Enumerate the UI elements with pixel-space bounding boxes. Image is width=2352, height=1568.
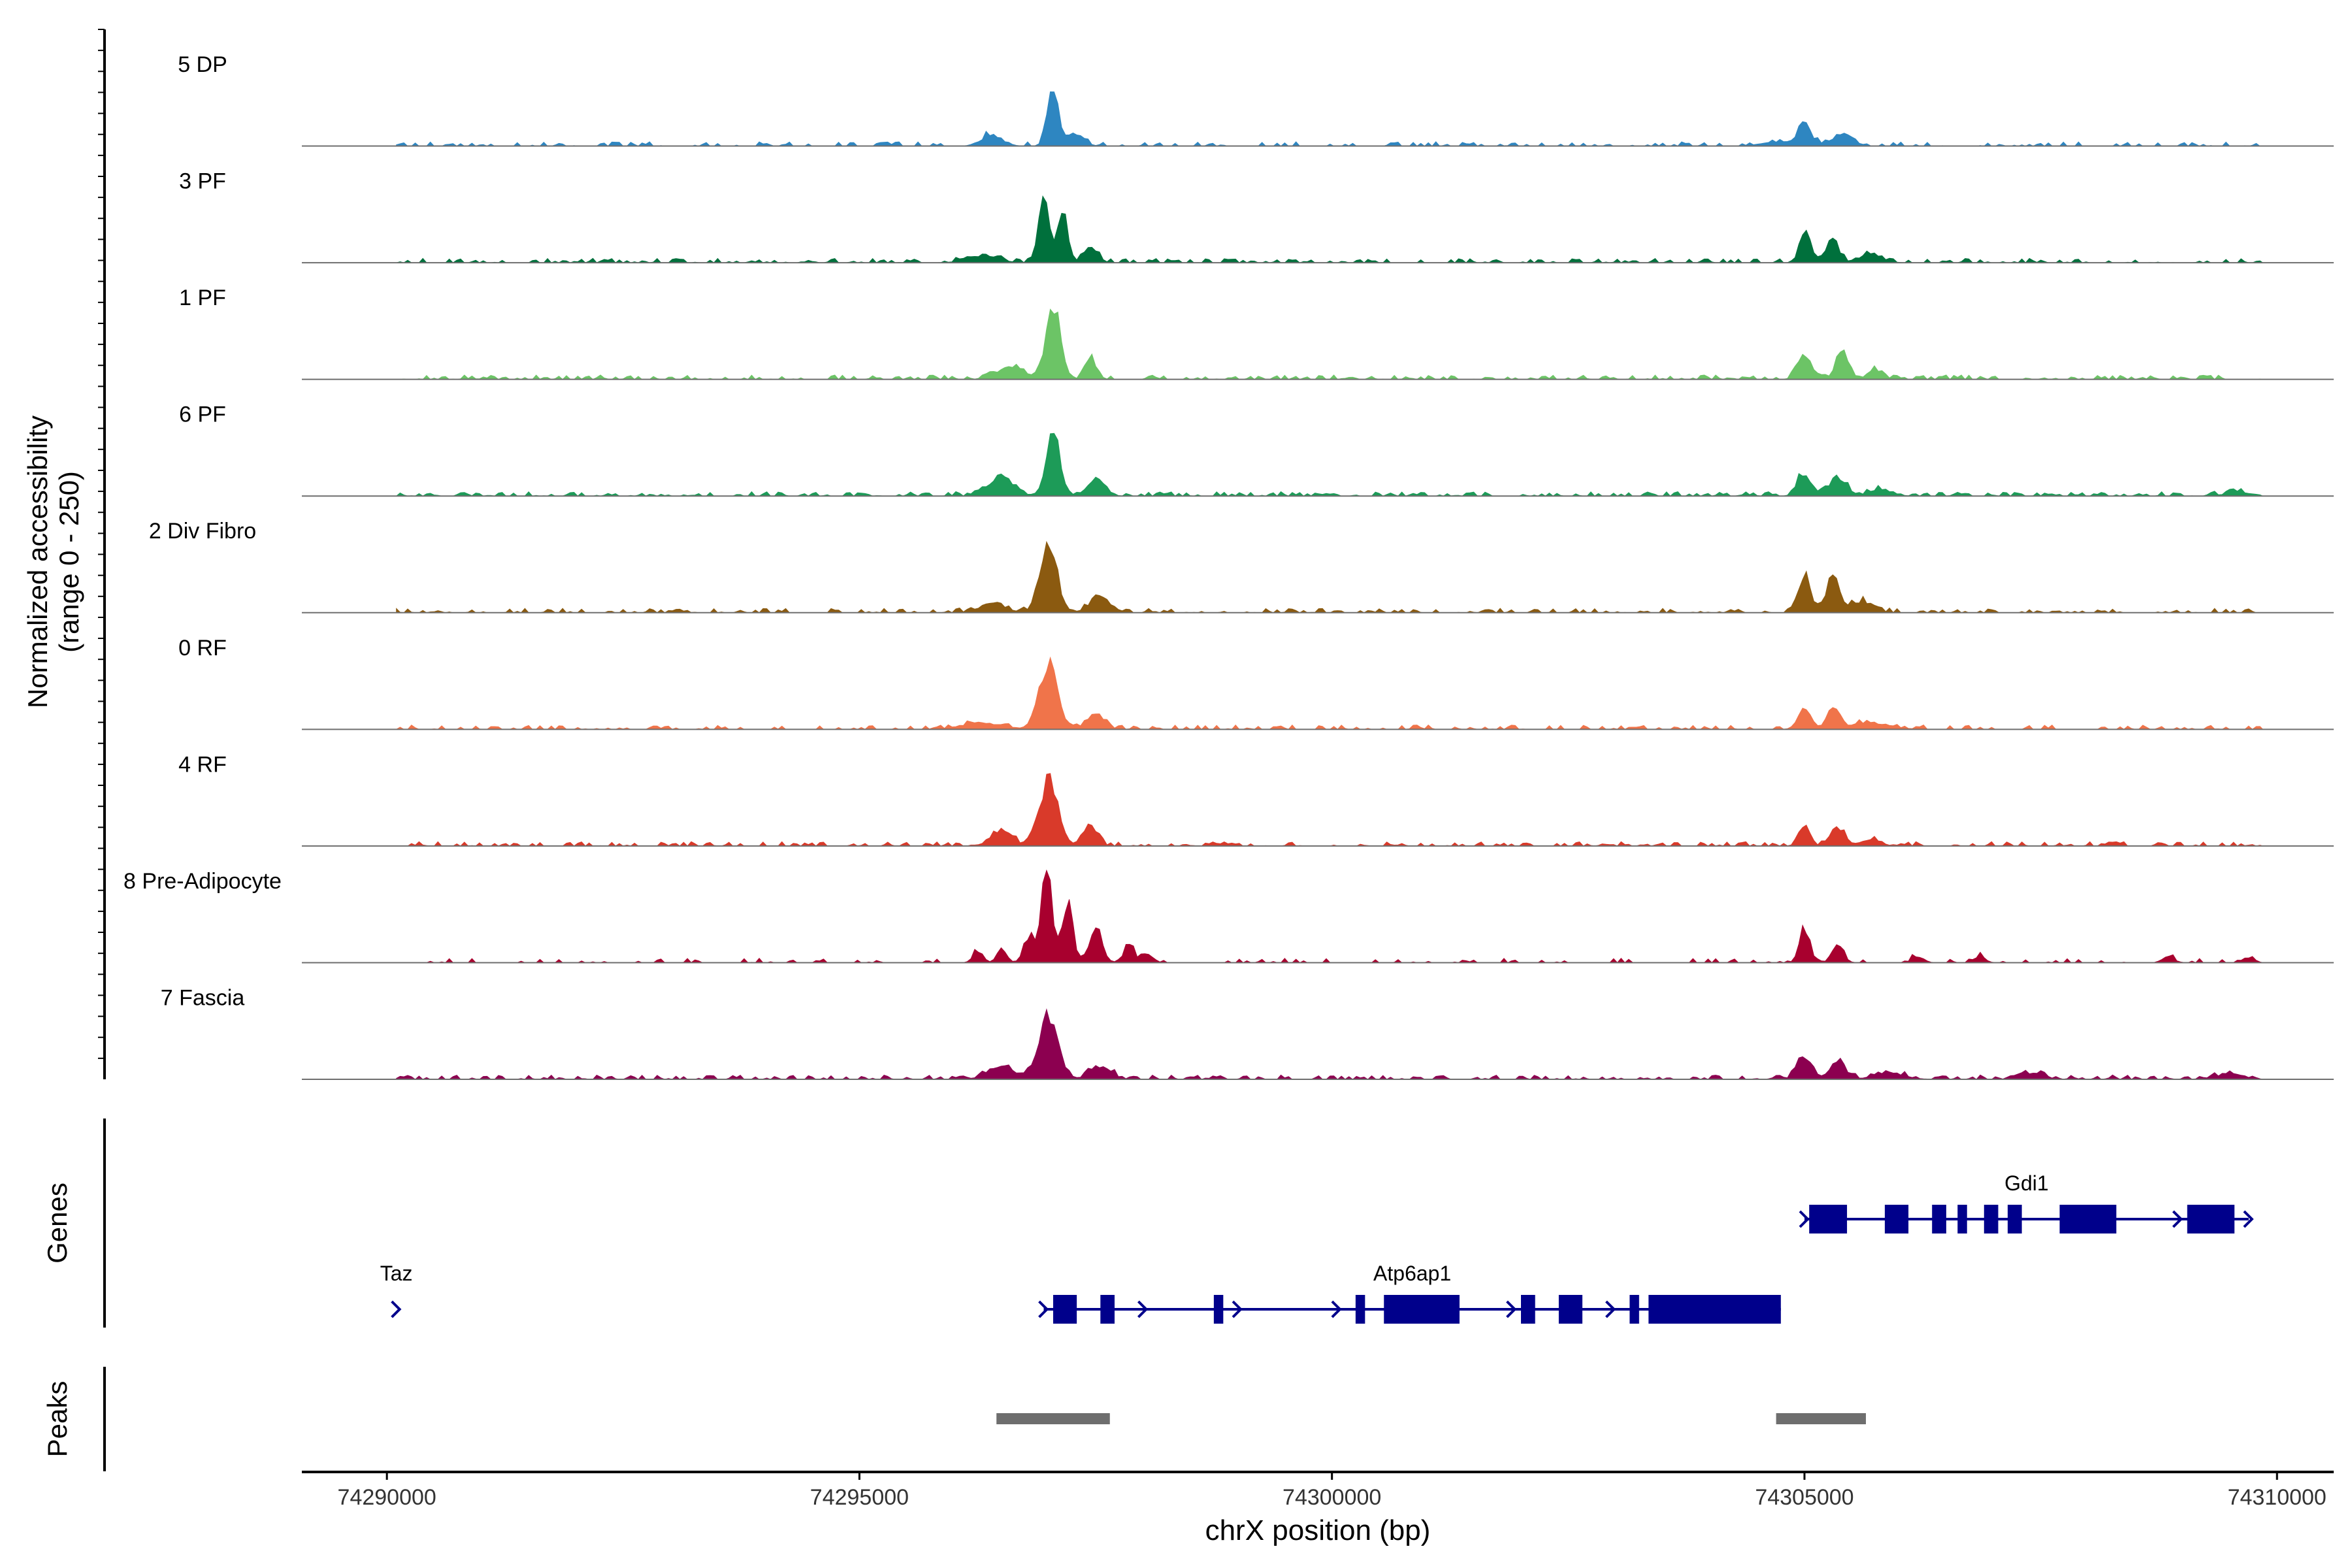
gene-label: Gdi1: [2004, 1171, 2049, 1195]
strand-arrow: [1232, 1300, 1243, 1318]
coverage-track: 6 PF: [179, 402, 2334, 497]
strand-arrow: [391, 1300, 402, 1318]
strand-arrow: [1605, 1300, 1616, 1318]
y-axis-label-line1: Normalized accessibility: [22, 416, 53, 708]
x-axis-ticks: 74290000 74295000 74300000 74305000 74310000: [338, 1472, 2327, 1510]
gene-exon: [1558, 1295, 1583, 1324]
peak-region: [996, 1413, 1110, 1424]
gene-exon: [1521, 1295, 1535, 1324]
coverage-track: 8 Pre-Adipocyte: [123, 869, 2334, 964]
gene-annotation-track: Gdi1 Taz Atp6ap1: [380, 1171, 2254, 1324]
strand-arrow: [1799, 1210, 1810, 1228]
strand-arrow: [1506, 1300, 1517, 1318]
x-axis-label: chrX position (bp): [1205, 1514, 1431, 1546]
coverage-tracks: 5 DP 3 PF 1 PF 6 PF 2 Div Fibro 0 RF 4 RF 8 Pre…: [123, 52, 2334, 1080]
coverage-track: 1 PF: [179, 286, 2334, 380]
strand-arrow: [1137, 1300, 1149, 1318]
gene-exon: [1884, 1205, 1909, 1233]
strand-arrow: [1038, 1300, 1049, 1318]
track-label: 3 PF: [179, 169, 226, 194]
gene-exon: [1213, 1295, 1224, 1324]
coverage-area: [396, 1008, 2263, 1080]
coverage-area: [396, 773, 2263, 847]
coverage-y-title: Normalized accessibility (range 0 - 250): [22, 416, 84, 708]
gene-exon: [2059, 1205, 2117, 1233]
strand-arrow: [2172, 1210, 2183, 1228]
track-label: 0 RF: [178, 636, 227, 661]
coverage-area: [396, 195, 2264, 263]
gene-exon: [1809, 1205, 1848, 1233]
track-label: 6 PF: [179, 402, 226, 427]
x-tick-label: 74310000: [2228, 1485, 2327, 1510]
gene-exon: [2187, 1205, 2235, 1233]
track-label: 8 Pre-Adipocyte: [123, 869, 282, 894]
track-label: 7 Fascia: [161, 985, 245, 1010]
gene-label: Taz: [380, 1262, 413, 1285]
gene-exon: [2007, 1205, 2022, 1233]
genes-panel-label: Genes: [42, 1183, 73, 1264]
strand-arrow: [2243, 1210, 2254, 1228]
gene-model: Gdi1: [1799, 1171, 2254, 1233]
coverage-track: 3 PF: [179, 169, 2334, 264]
coverage-track: 2 Div Fibro: [149, 519, 2334, 613]
coverage-track: 4 RF: [178, 752, 2334, 847]
coverage-track: 7 Fascia: [161, 985, 2334, 1080]
gene-label: Atp6ap1: [1373, 1262, 1451, 1285]
coverage-track: 5 DP: [178, 52, 2334, 147]
x-tick-label: 74300000: [1282, 1485, 1381, 1510]
coverage-area: [396, 91, 2263, 147]
track-label: 5 DP: [178, 52, 227, 77]
track-label: 2 Div Fibro: [149, 519, 256, 544]
x-tick-label: 74295000: [810, 1485, 909, 1510]
peak-regions-track: [996, 1413, 1866, 1424]
gene-exon: [1957, 1205, 1967, 1233]
gene-model: Atp6ap1: [1038, 1262, 1781, 1324]
gene-exon: [1648, 1295, 1781, 1324]
gene-exon: [1629, 1295, 1639, 1324]
coverage-y-axis: [98, 29, 106, 1079]
gene-exon: [1932, 1205, 1946, 1233]
coverage-area: [395, 433, 2263, 497]
strand-arrow: [1331, 1300, 1342, 1318]
gene-exon: [1984, 1205, 1999, 1233]
track-label: 4 RF: [178, 752, 227, 777]
peak-region: [1776, 1413, 1866, 1424]
coverage-area: [395, 656, 2264, 730]
x-tick-label: 74305000: [1755, 1485, 1854, 1510]
coverage-y-ticks: [98, 29, 105, 1059]
peaks-panel-label: Peaks: [42, 1381, 73, 1458]
gene-exon: [1384, 1295, 1460, 1324]
coverage-area: [396, 869, 2263, 964]
x-tick-label: 74290000: [338, 1485, 436, 1510]
coverage-area: [396, 308, 2263, 380]
gene-model: Taz: [380, 1262, 413, 1318]
y-axis-label-line2: (range 0 - 250): [54, 471, 84, 653]
gene-exon: [1053, 1295, 1077, 1324]
gene-exon: [1355, 1295, 1365, 1324]
track-label: 1 PF: [179, 286, 226, 310]
coverage-area: [396, 540, 2263, 613]
gene-exon: [1100, 1295, 1115, 1324]
strand-arrow: [1525, 1300, 1536, 1318]
coverage-track: 0 RF: [178, 636, 2334, 730]
